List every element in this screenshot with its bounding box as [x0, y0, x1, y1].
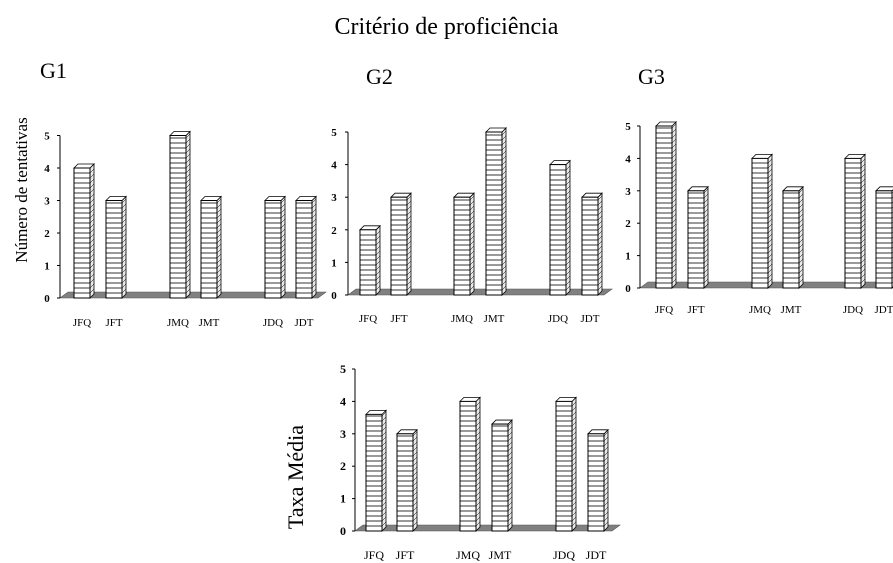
g1-title: G1: [40, 58, 67, 83]
y-tick-label: 1: [340, 492, 346, 506]
bar-jmt: [485, 127, 507, 296]
bar-jft: [396, 428, 418, 532]
y-tick-label: 0: [44, 293, 50, 305]
y-tick-label: 5: [331, 127, 337, 139]
y-tick-label: 3: [625, 186, 631, 198]
x-tick-label: JMQ: [749, 304, 771, 316]
y-tick-label: 2: [625, 218, 631, 230]
chart-floor: [59, 291, 327, 299]
x-tick-label: JMQ: [451, 313, 473, 325]
bar-jft: [105, 195, 127, 299]
y-tick-label: 2: [331, 225, 337, 237]
y-tick-label: 5: [340, 362, 346, 376]
x-tick-label: JFT: [396, 548, 415, 562]
bar-jdq: [549, 159, 571, 296]
bar-jdt: [295, 195, 317, 299]
y-tick-label: 1: [44, 261, 50, 273]
x-tick-label: JDQ: [548, 313, 568, 325]
y-tick-label: 4: [331, 160, 337, 172]
x-tick-label: JDQ: [263, 317, 283, 329]
bar-jmq: [751, 153, 773, 289]
y-tick-label: 4: [44, 163, 50, 175]
y-tick-label: 2: [44, 228, 50, 240]
chart-2: 0 1 2 3 4 5 JFQ JFT JMQ JMT JDQ JDT: [331, 127, 613, 325]
x-tick-label: JFQ: [655, 304, 673, 316]
x-tick-label: JFQ: [364, 548, 384, 562]
x-tick-label: JDT: [875, 304, 893, 316]
chart-1: 0 1 2 3 4 5 JFQ JFT JMQ JMT JDQ JDT: [44, 130, 327, 329]
x-tick-label: JDQ: [843, 304, 863, 316]
y-tick-label: 5: [625, 121, 631, 133]
x-tick-label: JMT: [199, 317, 220, 329]
bar-jfq: [359, 224, 381, 296]
bar-jmt: [200, 195, 222, 299]
x-tick-label: JMT: [489, 548, 512, 562]
bar-jfq: [73, 163, 95, 299]
y-tick-label: 0: [331, 290, 337, 302]
bar-jmq: [459, 396, 481, 532]
bar-jmt: [491, 419, 513, 532]
chart-floor: [354, 524, 621, 532]
bar-jdq: [555, 396, 577, 532]
x-tick-label: JMQ: [167, 317, 189, 329]
figure-title: Critério de proficiência: [334, 14, 559, 40]
bar-jmt: [782, 185, 804, 289]
x-tick-label: JDT: [295, 317, 314, 329]
bar-jdt: [587, 428, 609, 532]
x-tick-label: JFQ: [359, 313, 377, 325]
y-tick-label: 3: [340, 427, 346, 441]
y-tick-label: 5: [44, 131, 50, 143]
bar-jfq: [365, 409, 387, 532]
y-tick-label: 3: [44, 196, 50, 208]
chart-floor: [347, 288, 613, 296]
x-tick-label: JMT: [484, 313, 505, 325]
x-tick-label: JDT: [586, 548, 607, 562]
y-tick-label: 1: [331, 257, 337, 269]
chart-3: 0 1 2 3 4 5 JFQ JFT JMQ JMT JDQ JDT: [625, 121, 893, 316]
y-tick-label: 1: [625, 251, 631, 263]
bar-jdq: [844, 153, 866, 289]
x-tick-label: JDQ: [553, 548, 575, 562]
y-tick-label: 2: [340, 459, 346, 473]
bar-jdt: [875, 186, 893, 289]
bar-jft: [390, 192, 412, 296]
y-tick-label: 0: [340, 524, 346, 538]
bar-jmq: [453, 192, 475, 296]
bar-jmq: [169, 130, 191, 299]
g3-title: G3: [638, 64, 665, 89]
x-tick-label: JFT: [390, 313, 407, 325]
y-tick-label: 4: [340, 394, 346, 408]
bar-jdt: [581, 192, 603, 296]
x-tick-label: JMQ: [456, 548, 480, 562]
y-tick-label: 4: [625, 153, 631, 165]
x-tick-label: JFT: [687, 304, 704, 316]
bar-jft: [687, 185, 709, 289]
bar-jdq: [264, 195, 286, 299]
x-tick-label: JFQ: [73, 317, 91, 329]
y-tick-label: 3: [331, 192, 337, 204]
chart-4: 0 1 2 3 4 5 JFQ JFT JMQ JMT JDQ JDT: [340, 362, 621, 562]
x-tick-label: JDT: [581, 313, 600, 325]
x-tick-label: JMT: [781, 304, 802, 316]
y-tick-label: 0: [625, 283, 631, 295]
bar-jfq: [655, 121, 677, 289]
g2-title: G2: [366, 64, 393, 89]
x-tick-label: JFT: [105, 317, 122, 329]
